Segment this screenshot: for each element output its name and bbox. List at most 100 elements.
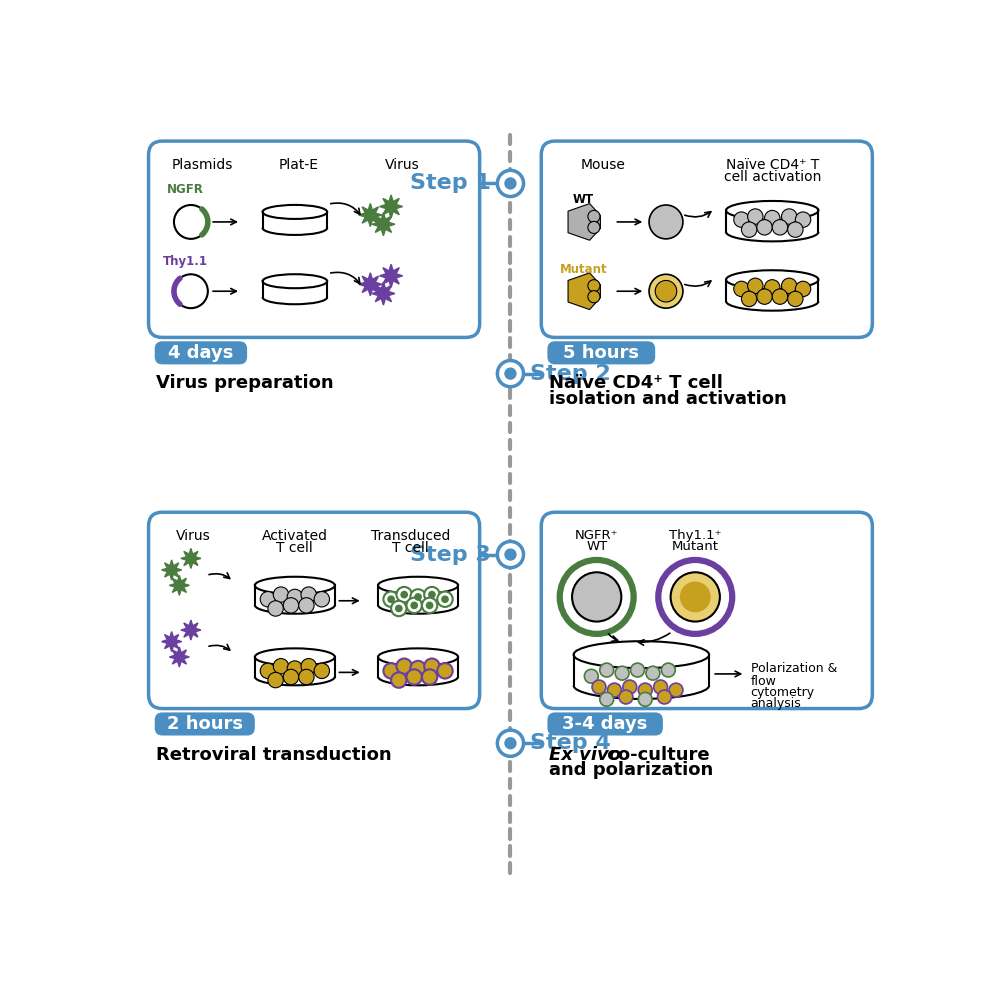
Polygon shape [568, 203, 601, 240]
Circle shape [174, 274, 208, 308]
Circle shape [560, 560, 633, 633]
Circle shape [260, 663, 276, 678]
Circle shape [608, 683, 622, 697]
Circle shape [396, 658, 412, 674]
Polygon shape [169, 576, 189, 596]
Circle shape [497, 542, 524, 568]
Circle shape [497, 361, 524, 386]
Circle shape [788, 222, 803, 237]
Circle shape [572, 573, 622, 622]
Circle shape [588, 291, 600, 303]
Circle shape [283, 669, 299, 684]
Circle shape [383, 592, 398, 607]
Circle shape [788, 291, 803, 307]
Text: Thy1.1⁺: Thy1.1⁺ [669, 529, 721, 542]
Circle shape [504, 368, 517, 379]
Text: Plasmids: Plasmids [171, 158, 233, 172]
Circle shape [410, 590, 425, 605]
Polygon shape [161, 631, 181, 651]
Ellipse shape [255, 648, 335, 665]
Text: flow: flow [751, 675, 777, 688]
Ellipse shape [378, 577, 458, 594]
Circle shape [622, 680, 636, 694]
FancyBboxPatch shape [541, 512, 872, 708]
Circle shape [655, 281, 676, 302]
Text: Virus: Virus [385, 158, 420, 172]
Text: Transduced: Transduced [371, 529, 450, 543]
Circle shape [600, 663, 614, 677]
Circle shape [268, 672, 283, 688]
Text: Naïve CD4⁺ T: Naïve CD4⁺ T [726, 158, 819, 172]
Text: Mutant: Mutant [560, 263, 608, 276]
Circle shape [260, 592, 276, 607]
Circle shape [638, 683, 652, 697]
Text: cell activation: cell activation [723, 170, 821, 184]
Circle shape [782, 278, 797, 294]
Text: and polarization: and polarization [549, 761, 713, 779]
Circle shape [772, 220, 788, 235]
Polygon shape [372, 282, 395, 305]
FancyBboxPatch shape [541, 141, 872, 338]
Circle shape [757, 220, 772, 235]
Circle shape [680, 582, 711, 613]
Circle shape [757, 289, 772, 305]
Circle shape [406, 598, 422, 614]
Text: Thy1.1: Thy1.1 [163, 255, 208, 268]
Circle shape [410, 602, 418, 610]
Text: WT: WT [586, 540, 608, 553]
Circle shape [638, 692, 652, 706]
Circle shape [782, 209, 797, 224]
FancyBboxPatch shape [548, 712, 663, 735]
Circle shape [616, 666, 629, 680]
Circle shape [406, 669, 422, 684]
Circle shape [658, 560, 732, 633]
Polygon shape [359, 273, 381, 296]
Text: 5 hours: 5 hours [564, 344, 639, 362]
Text: T cell: T cell [392, 542, 428, 556]
Text: 3-4 days: 3-4 days [563, 715, 647, 733]
Text: isolation and activation: isolation and activation [549, 389, 787, 407]
Text: T cell: T cell [277, 542, 313, 556]
Circle shape [174, 205, 208, 239]
Circle shape [287, 590, 303, 605]
Circle shape [410, 660, 425, 676]
Polygon shape [181, 549, 201, 569]
Circle shape [314, 592, 330, 607]
Circle shape [646, 666, 659, 680]
Circle shape [273, 658, 289, 674]
Circle shape [437, 592, 453, 607]
Circle shape [391, 672, 406, 688]
Text: analysis: analysis [751, 697, 802, 710]
Polygon shape [359, 203, 381, 226]
Circle shape [428, 591, 436, 599]
Circle shape [383, 663, 398, 678]
Circle shape [585, 669, 599, 683]
Circle shape [670, 573, 720, 622]
Circle shape [437, 663, 453, 678]
Text: 2 hours: 2 hours [166, 715, 243, 733]
Circle shape [734, 212, 749, 227]
Circle shape [592, 680, 606, 694]
Polygon shape [372, 213, 395, 236]
Text: Virus: Virus [176, 529, 210, 543]
Circle shape [669, 683, 683, 697]
Ellipse shape [263, 205, 328, 219]
FancyBboxPatch shape [148, 512, 480, 708]
FancyBboxPatch shape [154, 342, 247, 365]
Circle shape [424, 587, 439, 603]
Text: Step 1: Step 1 [410, 173, 491, 193]
Circle shape [620, 690, 632, 704]
Text: Plat-E: Plat-E [279, 158, 319, 172]
Circle shape [314, 663, 330, 678]
Circle shape [441, 596, 449, 604]
FancyBboxPatch shape [148, 141, 480, 338]
Text: Activated: Activated [262, 529, 328, 543]
FancyBboxPatch shape [548, 342, 655, 365]
Text: 4 days: 4 days [168, 344, 234, 362]
Circle shape [268, 601, 283, 617]
Circle shape [765, 280, 780, 295]
Circle shape [600, 692, 614, 706]
Circle shape [504, 549, 517, 561]
Circle shape [387, 596, 395, 604]
Text: Step 2: Step 2 [530, 364, 611, 383]
